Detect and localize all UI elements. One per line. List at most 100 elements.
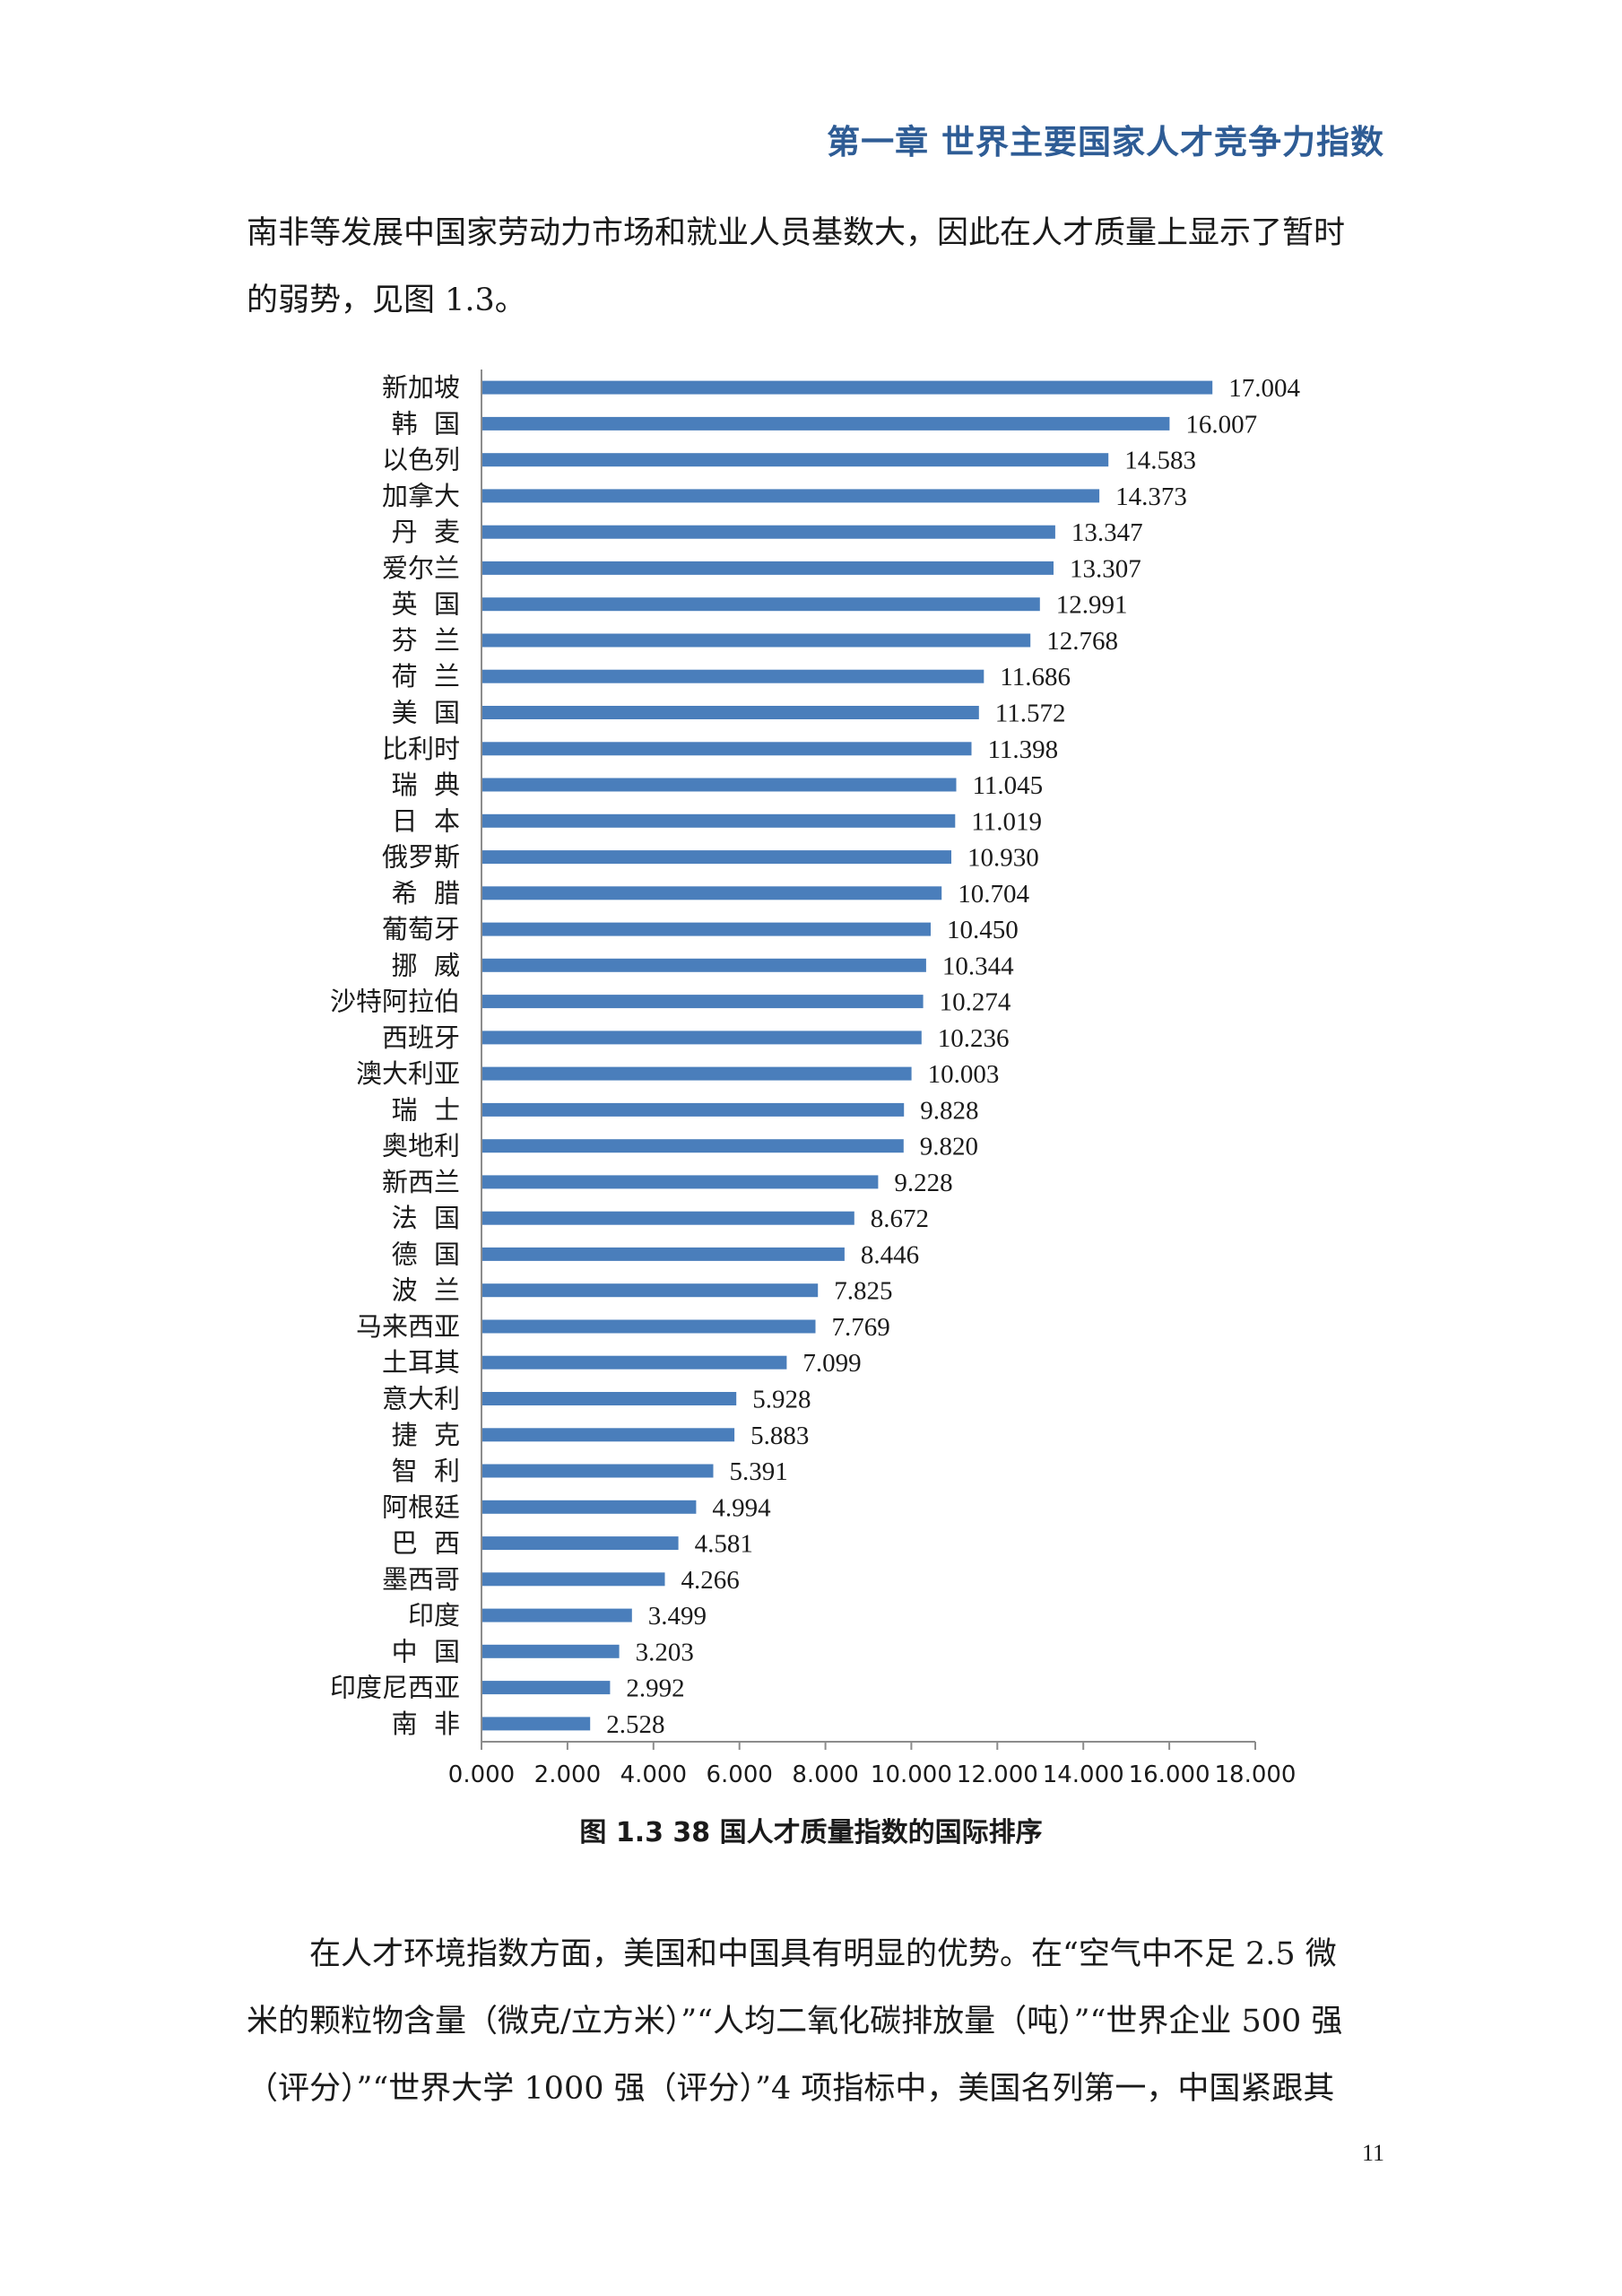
bar — [481, 995, 924, 1009]
x-tick-label: 16.000 — [1129, 1761, 1210, 1788]
category-label: 阿根廷 — [382, 1492, 460, 1522]
data-label: 13.347 — [1071, 518, 1143, 547]
category-label: 印度 — [408, 1600, 460, 1631]
category-label: 美 国 — [392, 698, 460, 728]
category-label: 马来西亚 — [356, 1311, 460, 1342]
x-tick-label: 10.000 — [871, 1761, 952, 1788]
category-label: 南 非 — [392, 1709, 460, 1739]
data-label: 10.003 — [928, 1060, 1000, 1089]
category-label: 荷 兰 — [392, 661, 460, 691]
bar — [481, 1355, 787, 1370]
bar — [481, 453, 1109, 467]
category-label: 印度尼西亚 — [330, 1673, 460, 1703]
data-label: 9.828 — [920, 1096, 978, 1125]
data-label: 4.581 — [695, 1530, 753, 1559]
bar — [481, 1211, 854, 1225]
data-label: 2.992 — [626, 1674, 684, 1703]
data-label: 16.007 — [1185, 410, 1257, 439]
category-label: 以色列 — [382, 445, 460, 475]
data-label: 4.994 — [712, 1493, 771, 1522]
category-label: 捷 克 — [392, 1420, 460, 1450]
bar — [481, 1102, 905, 1117]
x-tick-label: 4.000 — [620, 1761, 687, 1788]
category-label: 意大利 — [382, 1384, 460, 1414]
bar — [481, 1319, 816, 1334]
x-tick-label: 8.000 — [792, 1761, 858, 1788]
bar — [481, 813, 956, 828]
category-label: 德 国 — [392, 1239, 460, 1269]
bar — [481, 1031, 922, 1045]
bar — [481, 1175, 879, 1189]
category-label: 澳大利亚 — [356, 1058, 460, 1089]
data-label: 10.236 — [938, 1024, 1010, 1053]
x-tick-label: 6.000 — [706, 1761, 772, 1788]
category-label: 俄罗斯 — [382, 842, 460, 873]
bar — [481, 1681, 611, 1695]
data-label: 17.004 — [1228, 374, 1300, 403]
data-label: 11.686 — [1000, 663, 1071, 691]
category-label: 希 腊 — [392, 878, 460, 909]
bar — [481, 706, 979, 719]
data-label: 3.499 — [648, 1602, 707, 1631]
data-label: 11.398 — [988, 735, 1059, 764]
data-label: 10.344 — [942, 952, 1014, 980]
x-tick-label: 0.000 — [448, 1761, 515, 1788]
category-label: 爱尔兰 — [382, 552, 460, 583]
category-label: 日 本 — [392, 805, 460, 836]
data-label: 9.228 — [894, 1169, 952, 1197]
bar — [481, 1536, 679, 1551]
category-label: 奥地利 — [382, 1131, 460, 1161]
data-label: 10.704 — [958, 880, 1029, 909]
bar — [481, 886, 942, 900]
data-label: 8.446 — [861, 1240, 919, 1269]
bar — [481, 561, 1054, 575]
outro-paragraph: 在人才环境指数方面，美国和中国具有明显的优势。在“空气中不足 2.5 微 米的颗… — [247, 1921, 1385, 2123]
data-label: 11.572 — [995, 700, 1066, 728]
data-label: 5.928 — [752, 1386, 811, 1414]
x-tick-label: 18.000 — [1215, 1761, 1297, 1788]
bar — [481, 380, 1213, 395]
bar — [481, 633, 1031, 648]
intro-line-1: 南非等发展中国家劳动力市场和就业人员基数大，因此在人才质量上显示了暂时 — [247, 215, 1346, 251]
bar — [481, 525, 1055, 539]
x-tick-label: 2.000 — [534, 1761, 601, 1788]
bar — [481, 1066, 912, 1081]
category-label: 比利时 — [382, 734, 460, 764]
x-tick-label: 14.000 — [1043, 1761, 1124, 1788]
chapter-header: 第一章 世界主要国家人才竞争力指数 — [827, 123, 1384, 161]
bar — [481, 1608, 632, 1622]
bar — [481, 669, 984, 683]
category-label: 墨西哥 — [382, 1564, 460, 1595]
data-label: 7.099 — [802, 1349, 861, 1378]
bar — [481, 1644, 620, 1658]
outro-line-2: 米的颗粒物含量（微克/立方米）”“人均二氧化碳排放量（吨）”“世界企业 500 … — [247, 2004, 1343, 2039]
bar — [481, 778, 957, 792]
category-label: 沙特阿拉伯 — [330, 987, 460, 1017]
data-label: 10.274 — [940, 988, 1011, 1017]
category-label: 新加坡 — [382, 372, 460, 403]
data-label: 2.528 — [606, 1710, 664, 1739]
outro-line-1: 在人才环境指数方面，美国和中国具有明显的优势。在“空气中不足 2.5 微 — [309, 1936, 1337, 1972]
bar — [481, 1139, 904, 1153]
category-label: 挪 威 — [392, 950, 460, 980]
category-label: 法 国 — [392, 1203, 460, 1233]
data-label: 10.930 — [967, 844, 1039, 873]
bar — [481, 597, 1040, 612]
data-label: 12.768 — [1046, 627, 1118, 656]
data-label: 14.373 — [1115, 483, 1187, 511]
bar — [481, 1464, 714, 1478]
data-label: 5.883 — [750, 1422, 809, 1450]
data-label: 11.019 — [971, 807, 1042, 836]
data-label: 8.672 — [871, 1205, 929, 1233]
bar — [481, 958, 926, 972]
bar — [481, 1572, 665, 1587]
category-label: 瑞 士 — [392, 1094, 460, 1125]
data-label: 13.307 — [1070, 554, 1141, 583]
bar — [481, 850, 951, 865]
data-label: 3.203 — [636, 1638, 694, 1666]
category-label: 芬 兰 — [392, 625, 460, 656]
bar — [481, 742, 972, 756]
intro-paragraph: 南非等发展中国家劳动力市场和就业人员基数大，因此在人才质量上显示了暂时 的弱势，… — [247, 200, 1385, 335]
bar — [481, 1717, 591, 1731]
category-label: 丹 麦 — [392, 517, 460, 547]
